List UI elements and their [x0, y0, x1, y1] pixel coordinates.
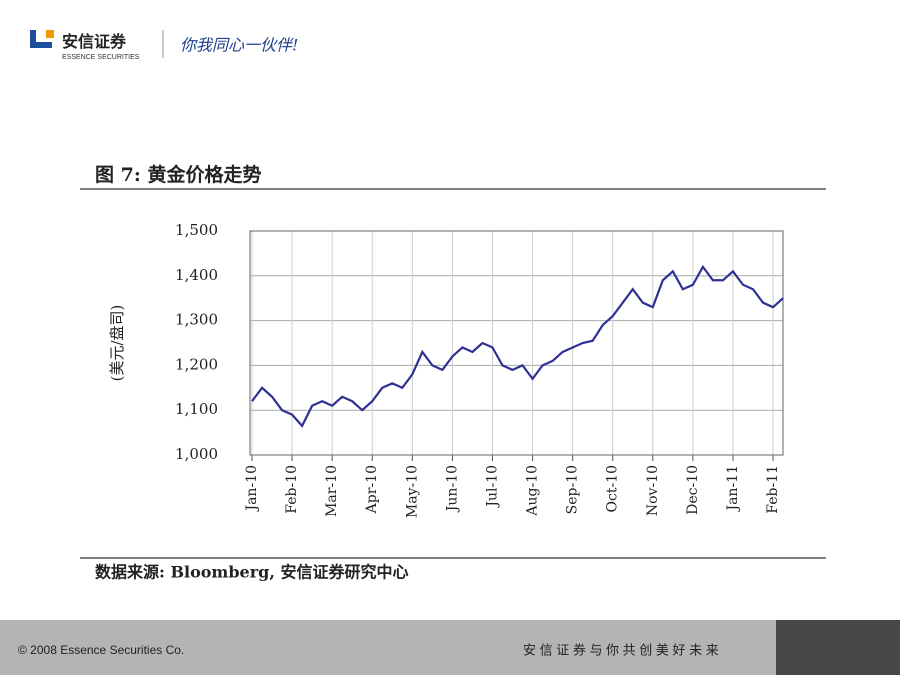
brand: 安信证券 — [62, 32, 127, 51]
y-tick-label: 1,100 — [175, 400, 218, 418]
x-tick-label: Feb-10 — [284, 465, 300, 514]
copyright: © 2008 Essence Securities Co. — [18, 643, 184, 657]
y-tick-label: 1,300 — [175, 311, 218, 329]
y-tick-label: 1,400 — [175, 266, 218, 284]
line — [251, 264, 784, 428]
x-tick-label: Dec-10 — [685, 465, 701, 515]
slogan: 你我同心一伙伴! — [180, 36, 298, 55]
logo-accent — [46, 30, 54, 38]
y-axis-label: (美元/盘司) — [108, 305, 126, 382]
x-tick-label: Oct-10 — [605, 465, 621, 513]
footer — [0, 620, 900, 675]
x-tick-label: Sep-10 — [565, 465, 581, 514]
x-tick-label: Aug-10 — [525, 465, 541, 517]
x-tick-label: Feb-11 — [765, 465, 781, 514]
chart-title: 图 7: 黄金价格走势 — [95, 163, 261, 186]
x-tick-label: Jan-11 — [725, 465, 741, 513]
x-tick-label: Apr-10 — [364, 465, 380, 514]
brand-en: ESSENCE SECURITIES — [62, 54, 140, 61]
x-tick-label: Nov-10 — [645, 465, 661, 516]
footer-box — [776, 620, 900, 675]
motto: 安 信 证 券 与 你 共 创 美 好 未 来 — [523, 642, 719, 657]
x-tick-label: May-10 — [404, 465, 420, 518]
y-tick-label: 1,000 — [175, 445, 218, 463]
plot-frame — [249, 230, 784, 456]
x-tick-label: Jan-10 — [244, 465, 260, 513]
x-tick-label: Mar-10 — [324, 465, 340, 517]
y-tick-label: 1,500 — [175, 221, 218, 239]
y-tick-label: 1,200 — [175, 355, 218, 373]
x-tick-label: Jun-10 — [444, 465, 460, 513]
source: 数据来源: Bloomberg, 安信证券研究中心 — [95, 563, 408, 582]
x-tick-label: Jul-10 — [484, 465, 500, 509]
